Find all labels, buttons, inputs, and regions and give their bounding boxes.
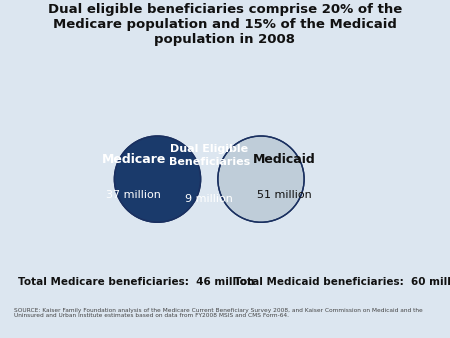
Text: Total Medicaid beneficiaries:  60 million: Total Medicaid beneficiaries: 60 million bbox=[234, 277, 450, 287]
Text: 9 million: 9 million bbox=[185, 194, 233, 204]
Ellipse shape bbox=[218, 136, 304, 222]
Text: SOURCE: Kaiser Family Foundation analysis of the Medicare Current Beneficiary Su: SOURCE: Kaiser Family Foundation analysi… bbox=[14, 308, 422, 318]
Ellipse shape bbox=[114, 136, 201, 222]
Text: 51 million: 51 million bbox=[257, 190, 312, 200]
Text: Dual eligible beneficiaries comprise 20% of the
Medicare population and 15% of t: Dual eligible beneficiaries comprise 20%… bbox=[48, 3, 402, 46]
Text: Medicaid: Medicaid bbox=[253, 153, 316, 166]
Ellipse shape bbox=[218, 136, 304, 222]
Ellipse shape bbox=[114, 136, 201, 222]
Text: 37 million: 37 million bbox=[106, 190, 161, 200]
Text: Total Medicare beneficiaries:  46 million: Total Medicare beneficiaries: 46 million bbox=[18, 277, 254, 287]
Text: Dual Eligible
Beneficiaries: Dual Eligible Beneficiaries bbox=[169, 144, 250, 167]
Text: Medicare: Medicare bbox=[102, 153, 166, 166]
